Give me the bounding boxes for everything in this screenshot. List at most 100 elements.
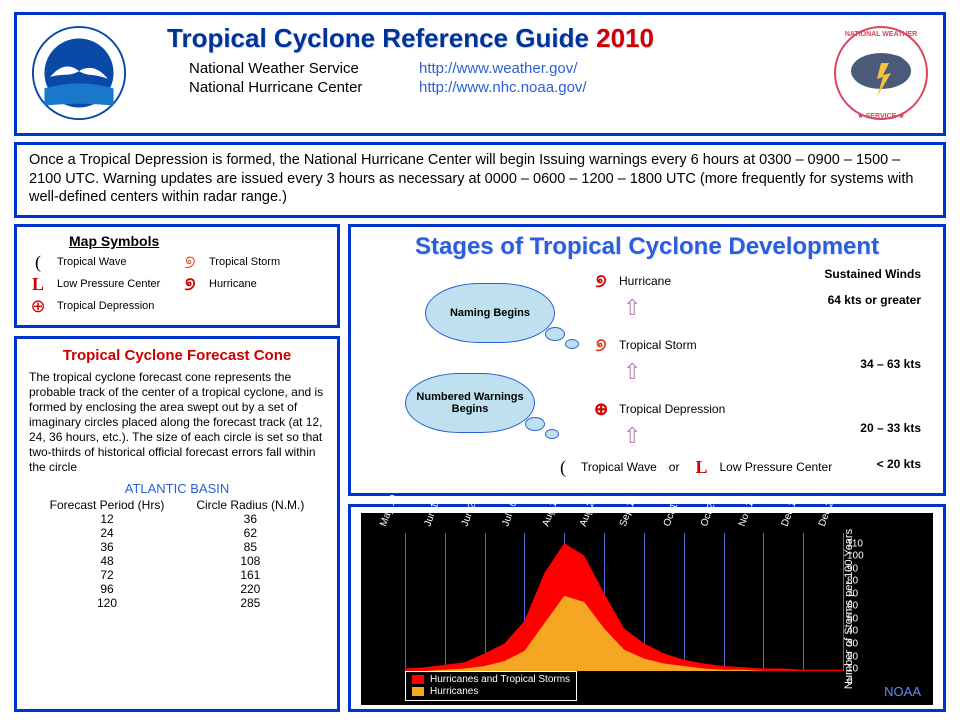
up-arrow-icon: ⇧ <box>623 423 641 449</box>
table-row: 120285 <box>34 596 321 610</box>
x-tick-label: Jun 20 <box>459 496 480 528</box>
x-tick-label: Dec 1 <box>780 499 799 527</box>
symbol-label: Tropical Wave <box>57 256 126 268</box>
bubble-icon <box>565 339 579 349</box>
x-tick-label: Oct 1 <box>661 501 680 527</box>
low-glyph: L <box>691 457 711 478</box>
bubble-icon <box>545 429 559 439</box>
title-year: 2010 <box>596 23 654 53</box>
map-symbols-title: Map Symbols <box>69 233 327 249</box>
symbol-label: Tropical Storm <box>209 256 280 268</box>
cone-text: The tropical cyclone forecast cone repre… <box>29 370 325 475</box>
x-tick-label: Sep 10 <box>618 494 639 528</box>
stage-glyph: ୭ <box>591 271 611 292</box>
map-symbol: ( Tropical Wave <box>27 253 175 271</box>
cone-col-1: Circle Radius (N.M.) <box>180 498 320 512</box>
svg-text:NATIONAL WEATHER: NATIONAL WEATHER <box>845 31 917 38</box>
callout-cloud: Numbered Warnings Begins <box>405 373 535 433</box>
stage-base-row: (Tropical WaveorLLow Pressure Center <box>553 457 832 478</box>
org-name: National Hurricane Center <box>189 79 419 96</box>
org-url[interactable]: http://www.nhc.noaa.gov/ <box>419 79 587 96</box>
cell: 48 <box>34 554 181 568</box>
stage-row: ୭ Tropical Storm <box>591 335 697 356</box>
legend-row: Hurricanes <box>412 686 570 698</box>
cell: 36 <box>34 540 181 554</box>
stage-name: Tropical Storm <box>619 338 697 352</box>
map-symbol: L Low Pressure Center <box>27 275 175 293</box>
cell: 24 <box>34 526 181 540</box>
stage-row: ⊕ Tropical Depression <box>591 399 725 420</box>
cell: 62 <box>180 526 320 540</box>
org-row-1: National Hurricane Center http://www.nhc… <box>189 79 815 96</box>
symbol-glyph: L <box>27 275 49 293</box>
page-title: Tropical Cyclone Reference Guide 2010 <box>167 23 815 54</box>
cell: 161 <box>180 568 320 582</box>
map-symbols-panel: Map Symbols ( Tropical Wave ୭ Tropical Stor… <box>14 224 340 328</box>
symbol-glyph: ୭ <box>179 253 201 271</box>
forecast-cone-panel: Tropical Cyclone Forecast Cone The tropi… <box>14 336 340 712</box>
chart-source: NOAA <box>884 684 921 699</box>
x-tick-label: Nov 10 <box>737 494 758 528</box>
symbol-label: Low Pressure Center <box>57 278 160 290</box>
cone-title: Tropical Cyclone Forecast Cone <box>29 347 325 364</box>
table-row: 96220 <box>34 582 321 596</box>
symbol-glyph: ⊕ <box>27 297 49 315</box>
or-label: or <box>669 460 680 474</box>
nws-logo: NATIONAL WEATHER ★ SERVICE ★ <box>831 23 931 123</box>
stage-glyph: ୭ <box>591 335 611 356</box>
cone-col-0: Forecast Period (Hrs) <box>34 498 181 512</box>
x-tick-label: May 10 <box>378 493 400 528</box>
table-row: 72161 <box>34 568 321 582</box>
cell: 96 <box>34 582 181 596</box>
x-tick-label: Aug 20 <box>578 494 599 528</box>
org-url[interactable]: http://www.weather.gov/ <box>419 60 577 77</box>
org-row-0: National Weather Service http://www.weat… <box>189 60 815 77</box>
x-tick-label: Jun 1 <box>422 501 441 528</box>
stage-glyph: ⊕ <box>591 399 611 420</box>
symbol-glyph: ୭ <box>179 275 201 293</box>
cell: 120 <box>34 596 181 610</box>
cell: 220 <box>180 582 320 596</box>
x-tick-label: Oct 20 <box>698 496 718 527</box>
stage-name: Tropical Depression <box>619 402 725 416</box>
bubble-icon <box>525 417 545 431</box>
org-name: National Weather Service <box>189 60 419 77</box>
map-symbol: ୭ Hurricane <box>179 275 327 293</box>
basin-label: ATLANTIC BASIN <box>29 481 325 496</box>
map-symbol: ୭ Tropical Storm <box>179 253 327 271</box>
symbol-label: Hurricane <box>209 278 257 290</box>
table-row: 3685 <box>34 540 321 554</box>
table-row: 2462 <box>34 526 321 540</box>
chart-area: May 10Jun 1Jun 20Jul 10Aug 1Aug 20Sep 10… <box>361 513 933 705</box>
title-text: Tropical Cyclone Reference Guide <box>167 23 596 53</box>
cell: 108 <box>180 554 320 568</box>
legend-swatch <box>412 675 424 684</box>
x-tick-label: Jul 10 <box>501 499 520 528</box>
title-block: Tropical Cyclone Reference Guide 2010 Na… <box>145 23 815 96</box>
x-tick-label: Dec 20 <box>817 494 838 528</box>
wind-value: 20 – 33 kts <box>860 421 921 435</box>
symbol-glyph: ( <box>27 253 49 271</box>
noaa-logo <box>29 23 129 123</box>
bubble-icon <box>545 327 565 341</box>
legend-row: Hurricanes and Tropical Storms <box>412 674 570 686</box>
stages-title: Stages of Tropical Cyclone Development <box>363 233 931 261</box>
stage-row: ୭Hurricane <box>591 271 671 292</box>
header-panel: Tropical Cyclone Reference Guide 2010 Na… <box>14 12 946 136</box>
cone-table: Forecast Period (Hrs) Circle Radius (N.M… <box>34 498 321 610</box>
x-tick-label: Aug 1 <box>541 499 560 527</box>
legend-swatch <box>412 687 424 696</box>
table-row: 1236 <box>34 512 321 526</box>
callout-cloud: Naming Begins <box>425 283 555 343</box>
svg-text:★ SERVICE ★: ★ SERVICE ★ <box>857 112 905 120</box>
stages-panel: Stages of Tropical Cyclone Development S… <box>348 224 946 496</box>
cell: 36 <box>180 512 320 526</box>
legend-label: Hurricanes and Tropical Storms <box>430 674 570 686</box>
wind-value: 64 kts or greater <box>828 293 921 307</box>
cell: 12 <box>34 512 181 526</box>
chart-legend: Hurricanes and Tropical StormsHurricanes <box>405 671 577 701</box>
wave-glyph: ( <box>553 457 573 478</box>
climatology-chart-panel: May 10Jun 1Jun 20Jul 10Aug 1Aug 20Sep 10… <box>348 504 946 712</box>
chart-svg <box>405 533 843 671</box>
wind-value: < 20 kts <box>877 457 921 471</box>
